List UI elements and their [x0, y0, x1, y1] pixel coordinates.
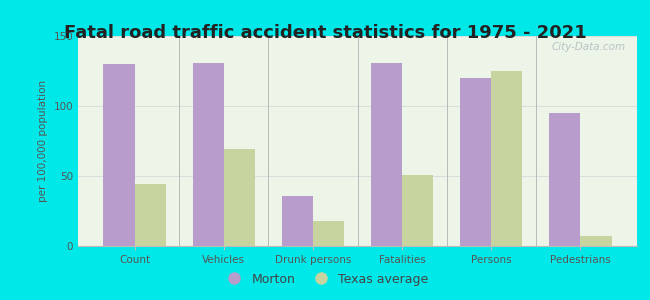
Text: City-Data.com: City-Data.com	[552, 42, 626, 52]
Bar	[313, 221, 344, 246]
Bar	[135, 184, 166, 246]
Bar	[103, 64, 135, 246]
Bar	[281, 196, 313, 246]
Bar	[192, 63, 224, 246]
Y-axis label: per 100,000 population: per 100,000 population	[38, 80, 48, 202]
Bar	[580, 236, 612, 246]
Legend: Morton, Texas average: Morton, Texas average	[216, 268, 434, 291]
Bar	[402, 175, 434, 246]
Text: Fatal road traffic accident statistics for 1975 - 2021: Fatal road traffic accident statistics f…	[64, 24, 586, 42]
Bar	[491, 71, 523, 246]
Bar	[549, 113, 580, 246]
Bar	[371, 63, 402, 246]
Bar	[460, 78, 491, 246]
Bar	[224, 149, 255, 246]
